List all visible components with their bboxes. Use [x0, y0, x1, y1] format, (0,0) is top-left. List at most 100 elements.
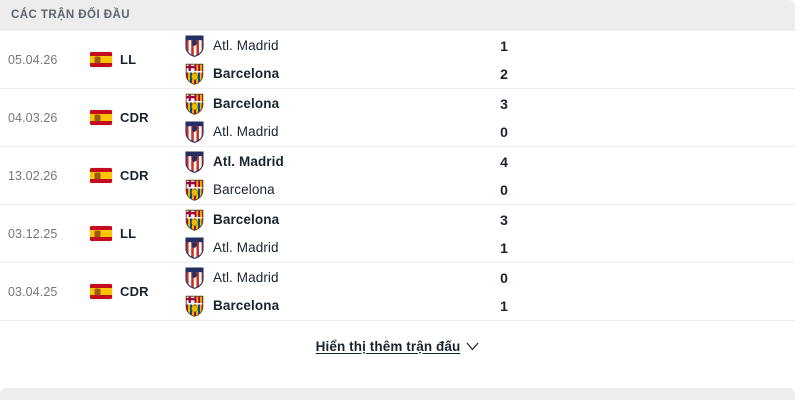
match-row[interactable]: 03.04.25 CDR Atl. Madrid Barcelona 0 1 [0, 263, 795, 321]
home-team-name: Atl. Madrid [213, 270, 279, 285]
show-more-label: Hiển thị thêm trận đấu [315, 338, 461, 354]
away-team-name: Barcelona [213, 66, 280, 81]
away-team-name: Barcelona [213, 298, 280, 313]
show-more-matches-button[interactable]: Hiển thị thêm trận đấu [316, 339, 480, 354]
home-team-name: Barcelona [213, 212, 280, 227]
chevron-down-icon [466, 339, 479, 354]
away-score-line: 2 [495, 60, 795, 88]
away-team-name: Atl. Madrid [213, 240, 279, 255]
match-date: 04.03.26 [8, 110, 58, 125]
away-score-line: 1 [495, 292, 795, 320]
page-title: CÁC TRẬN ĐỐI ĐẦU [11, 8, 130, 21]
spain-flag-icon [90, 284, 112, 299]
head-to-head-card: CÁC TRẬN ĐỐI ĐẦU 05.04.26 LL Atl. Madrid Ba… [0, 0, 795, 371]
home-team-line: Barcelona [175, 90, 495, 118]
barcelona-crest-icon [185, 179, 204, 201]
card-header: CÁC TRẬN ĐỐI ĐẦU [0, 0, 795, 31]
home-score: 1 [500, 37, 508, 54]
away-score: 1 [500, 297, 508, 314]
teams-cell: Atl. Madrid Barcelona [175, 31, 495, 88]
atletico-madrid-crest-icon [184, 266, 204, 289]
competition-cell: CDR [90, 147, 175, 204]
atletico-madrid-crest-icon [184, 34, 204, 57]
home-score: 0 [500, 269, 508, 286]
home-score-line: 1 [495, 32, 795, 60]
competition-cell: LL [90, 31, 175, 88]
match-row[interactable]: 04.03.26 CDR Barcelona Atl. Madrid 3 0 [0, 89, 795, 147]
competition-cell: LL [90, 205, 175, 262]
competition-label: LL [120, 52, 137, 67]
home-team-line: Atl. Madrid [175, 148, 495, 176]
card-footer: Hiển thị thêm trận đấu [0, 321, 795, 371]
match-date: 13.02.26 [8, 168, 58, 183]
away-team-crest [175, 63, 213, 85]
away-team-crest [175, 236, 213, 259]
away-team-crest [175, 120, 213, 143]
competition-label: LL [120, 226, 137, 241]
competition-label: CDR [120, 168, 149, 183]
away-team-line: Atl. Madrid [175, 118, 495, 146]
away-team-line: Atl. Madrid [175, 234, 495, 262]
home-score-line: 0 [495, 264, 795, 292]
away-score-line: 1 [495, 234, 795, 262]
home-team-line: Barcelona [175, 206, 495, 234]
away-team-line: Barcelona [175, 292, 495, 320]
match-date: 05.04.26 [8, 52, 58, 67]
competition-cell: CDR [90, 263, 175, 320]
match-date: 03.12.25 [8, 226, 58, 241]
barcelona-crest-icon [185, 63, 204, 85]
home-team-name: Atl. Madrid [213, 154, 284, 169]
away-score-line: 0 [495, 176, 795, 204]
home-score: 3 [500, 95, 508, 112]
spain-flag-icon [90, 110, 112, 125]
away-team-name: Atl. Madrid [213, 124, 279, 139]
barcelona-crest-icon [185, 93, 204, 115]
spain-flag-icon [90, 168, 112, 183]
teams-cell: Atl. Madrid Barcelona [175, 147, 495, 204]
home-score: 4 [500, 153, 508, 170]
away-score-line: 0 [495, 118, 795, 146]
barcelona-crest-icon [185, 209, 204, 231]
away-team-line: Barcelona [175, 176, 495, 204]
home-team-name: Barcelona [213, 96, 280, 111]
home-team-crest [175, 150, 213, 173]
spain-flag-icon [90, 226, 112, 241]
atletico-madrid-crest-icon [184, 236, 204, 259]
teams-cell: Atl. Madrid Barcelona [175, 263, 495, 320]
away-score: 1 [500, 239, 508, 256]
away-score: 0 [500, 181, 508, 198]
teams-cell: Barcelona Atl. Madrid [175, 205, 495, 262]
away-team-crest [175, 295, 213, 317]
away-team-crest [175, 179, 213, 201]
match-list: 05.04.26 LL Atl. Madrid Barcelona 1 2 04.03.26… [0, 31, 795, 321]
home-team-crest [175, 209, 213, 231]
home-score-line: 3 [495, 206, 795, 234]
bottom-divider-band [0, 388, 795, 400]
match-row[interactable]: 03.12.25 LL Barcelona Atl. Madrid 3 1 [0, 205, 795, 263]
home-team-crest [175, 34, 213, 57]
teams-cell: Barcelona Atl. Madrid [175, 89, 495, 146]
home-team-line: Atl. Madrid [175, 264, 495, 292]
home-score-line: 4 [495, 148, 795, 176]
away-team-name: Barcelona [213, 182, 275, 197]
away-score: 2 [500, 65, 508, 82]
away-score: 0 [500, 123, 508, 140]
competition-cell: CDR [90, 89, 175, 146]
match-date: 03.04.25 [8, 284, 58, 299]
away-team-line: Barcelona [175, 60, 495, 88]
spain-flag-icon [90, 52, 112, 67]
barcelona-crest-icon [185, 295, 204, 317]
home-score-line: 3 [495, 90, 795, 118]
atletico-madrid-crest-icon [184, 120, 204, 143]
match-row[interactable]: 05.04.26 LL Atl. Madrid Barcelona 1 2 [0, 31, 795, 89]
competition-label: CDR [120, 110, 149, 125]
competition-label: CDR [120, 284, 149, 299]
match-row[interactable]: 13.02.26 CDR Atl. Madrid Barcelona 4 0 [0, 147, 795, 205]
home-team-name: Atl. Madrid [213, 38, 279, 53]
